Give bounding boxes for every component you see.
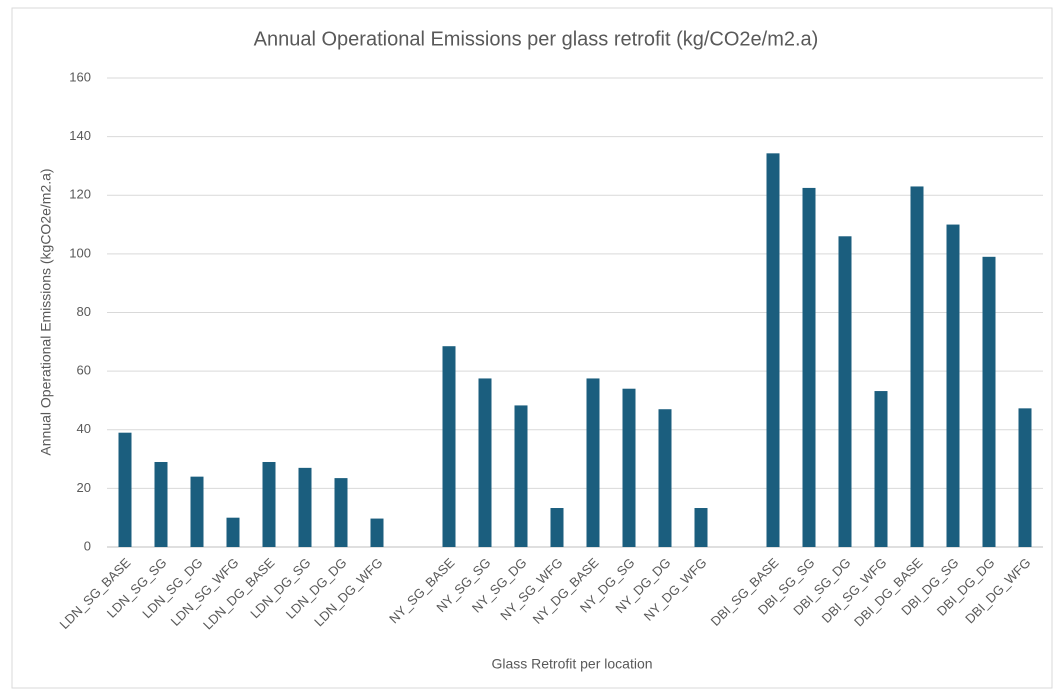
bar (766, 153, 780, 547)
bar (190, 476, 204, 547)
y-tick-label: 80 (77, 304, 91, 319)
bar (154, 461, 168, 547)
y-tick-label: 20 (77, 480, 91, 495)
bar (874, 391, 888, 547)
y-tick-label: 0 (84, 538, 91, 553)
y-tick-label: 100 (69, 245, 91, 260)
bar (370, 518, 384, 547)
bar (334, 478, 348, 547)
bar (622, 388, 636, 547)
y-tick-label: 40 (77, 421, 91, 436)
bar (982, 256, 996, 547)
y-tick-label: 140 (69, 128, 91, 143)
bar (946, 224, 960, 547)
bar (118, 432, 132, 547)
bar (550, 508, 564, 547)
bar (514, 405, 528, 547)
bar (442, 346, 456, 547)
bar (910, 186, 924, 548)
bar (1018, 408, 1032, 547)
bar (658, 409, 672, 547)
chart-title: Annual Operational Emissions per glass r… (254, 28, 819, 50)
bar (262, 461, 276, 547)
y-axis-title: Annual Operational Emissions (kgCO2e/m2.… (38, 168, 54, 455)
bar (478, 378, 492, 547)
x-axis-title: Glass Retrofit per location (491, 656, 652, 672)
bar (838, 236, 852, 547)
y-tick-label: 60 (77, 363, 91, 378)
bar (694, 508, 708, 547)
bar (298, 467, 312, 547)
bar (586, 378, 600, 547)
bar (802, 187, 816, 547)
bar (226, 517, 240, 547)
chart-border (11, 7, 1053, 689)
y-tick-label: 120 (69, 187, 91, 202)
y-tick-label: 160 (69, 69, 91, 84)
